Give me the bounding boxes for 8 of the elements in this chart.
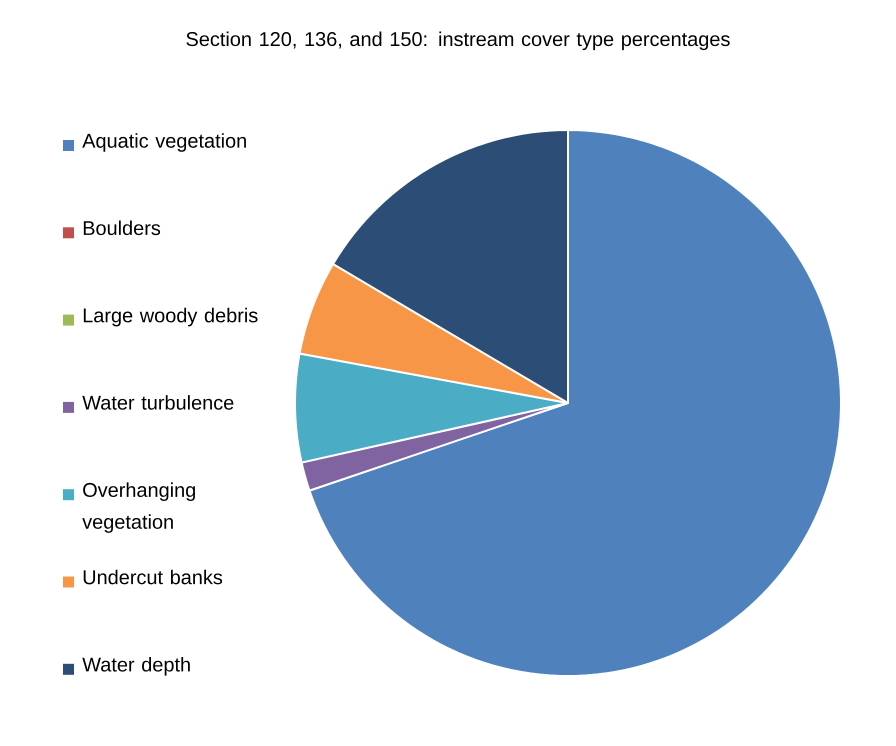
legend-label: Water depth	[82, 657, 190, 676]
legend-label: Aquatic vegetation	[82, 133, 246, 152]
legend-label: Boulders	[84, 220, 160, 236]
legend-label: Undercut banks	[84, 570, 222, 584]
chart-title: Section 120, 136, and 150: instream cover type percentages	[186, 32, 730, 50]
legend-label: Water turbulence	[82, 395, 234, 410]
legend-label: Large woody debris	[84, 308, 258, 326]
legend-label: Overhanging vegetation	[82, 482, 195, 533]
